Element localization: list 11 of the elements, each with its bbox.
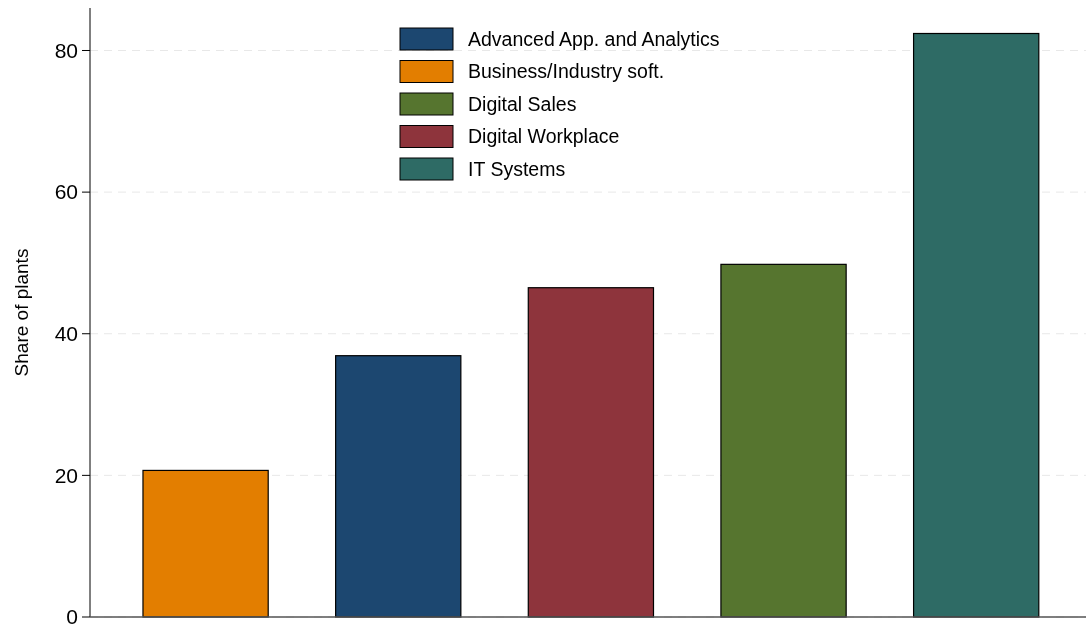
- y-axis-title: Share of plants: [11, 248, 32, 377]
- y-tick-label: 60: [54, 180, 78, 204]
- legend-label: Digital Sales: [468, 92, 577, 115]
- legend-label: Digital Workplace: [468, 125, 620, 148]
- y-tick-label: 20: [54, 463, 78, 487]
- y-tick-label: 0: [66, 605, 78, 629]
- legend-label: Advanced App. and Analytics: [468, 27, 720, 50]
- y-tick-label: 80: [54, 38, 78, 62]
- legend-label: Business/Industry soft.: [468, 60, 665, 83]
- y-tick-label: 40: [54, 322, 78, 346]
- legend-label: IT Systems: [468, 157, 566, 180]
